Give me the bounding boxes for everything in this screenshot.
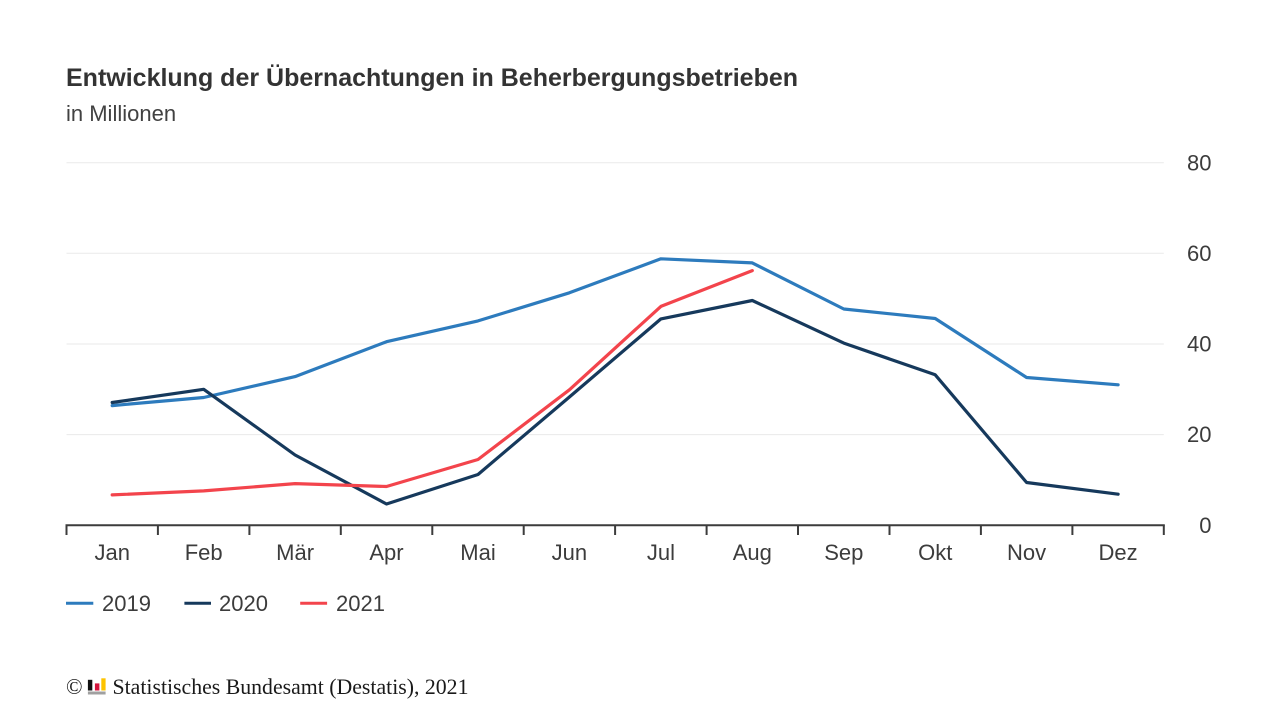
- svg-text:Jul: Jul: [647, 540, 675, 565]
- svg-text:Entwicklung der Übernachtungen: Entwicklung der Übernachtungen in Beherb…: [66, 63, 798, 92]
- svg-text:Jan: Jan: [94, 540, 129, 565]
- svg-text:Jun: Jun: [552, 540, 587, 565]
- svg-text:Statistisches Bundesamt (Desta: Statistisches Bundesamt (Destatis), 2021: [113, 675, 469, 699]
- svg-text:Apr: Apr: [369, 540, 403, 565]
- svg-text:40: 40: [1187, 332, 1211, 357]
- svg-text:Nov: Nov: [1007, 540, 1046, 565]
- svg-text:2019: 2019: [102, 591, 151, 616]
- svg-text:Okt: Okt: [918, 540, 952, 565]
- svg-text:Sep: Sep: [824, 540, 863, 565]
- svg-text:0: 0: [1199, 513, 1211, 538]
- svg-text:©: ©: [66, 675, 83, 699]
- svg-text:Dez: Dez: [1099, 540, 1138, 565]
- svg-text:Mär: Mär: [276, 540, 314, 565]
- svg-text:Aug: Aug: [733, 540, 772, 565]
- svg-text:in Millionen: in Millionen: [66, 101, 176, 126]
- svg-text:60: 60: [1187, 241, 1211, 266]
- svg-text:Mai: Mai: [460, 540, 495, 565]
- svg-text:2021: 2021: [336, 591, 385, 616]
- svg-text:2020: 2020: [219, 591, 268, 616]
- svg-text:20: 20: [1187, 422, 1211, 447]
- svg-text:80: 80: [1187, 150, 1211, 175]
- svg-text:Feb: Feb: [185, 540, 223, 565]
